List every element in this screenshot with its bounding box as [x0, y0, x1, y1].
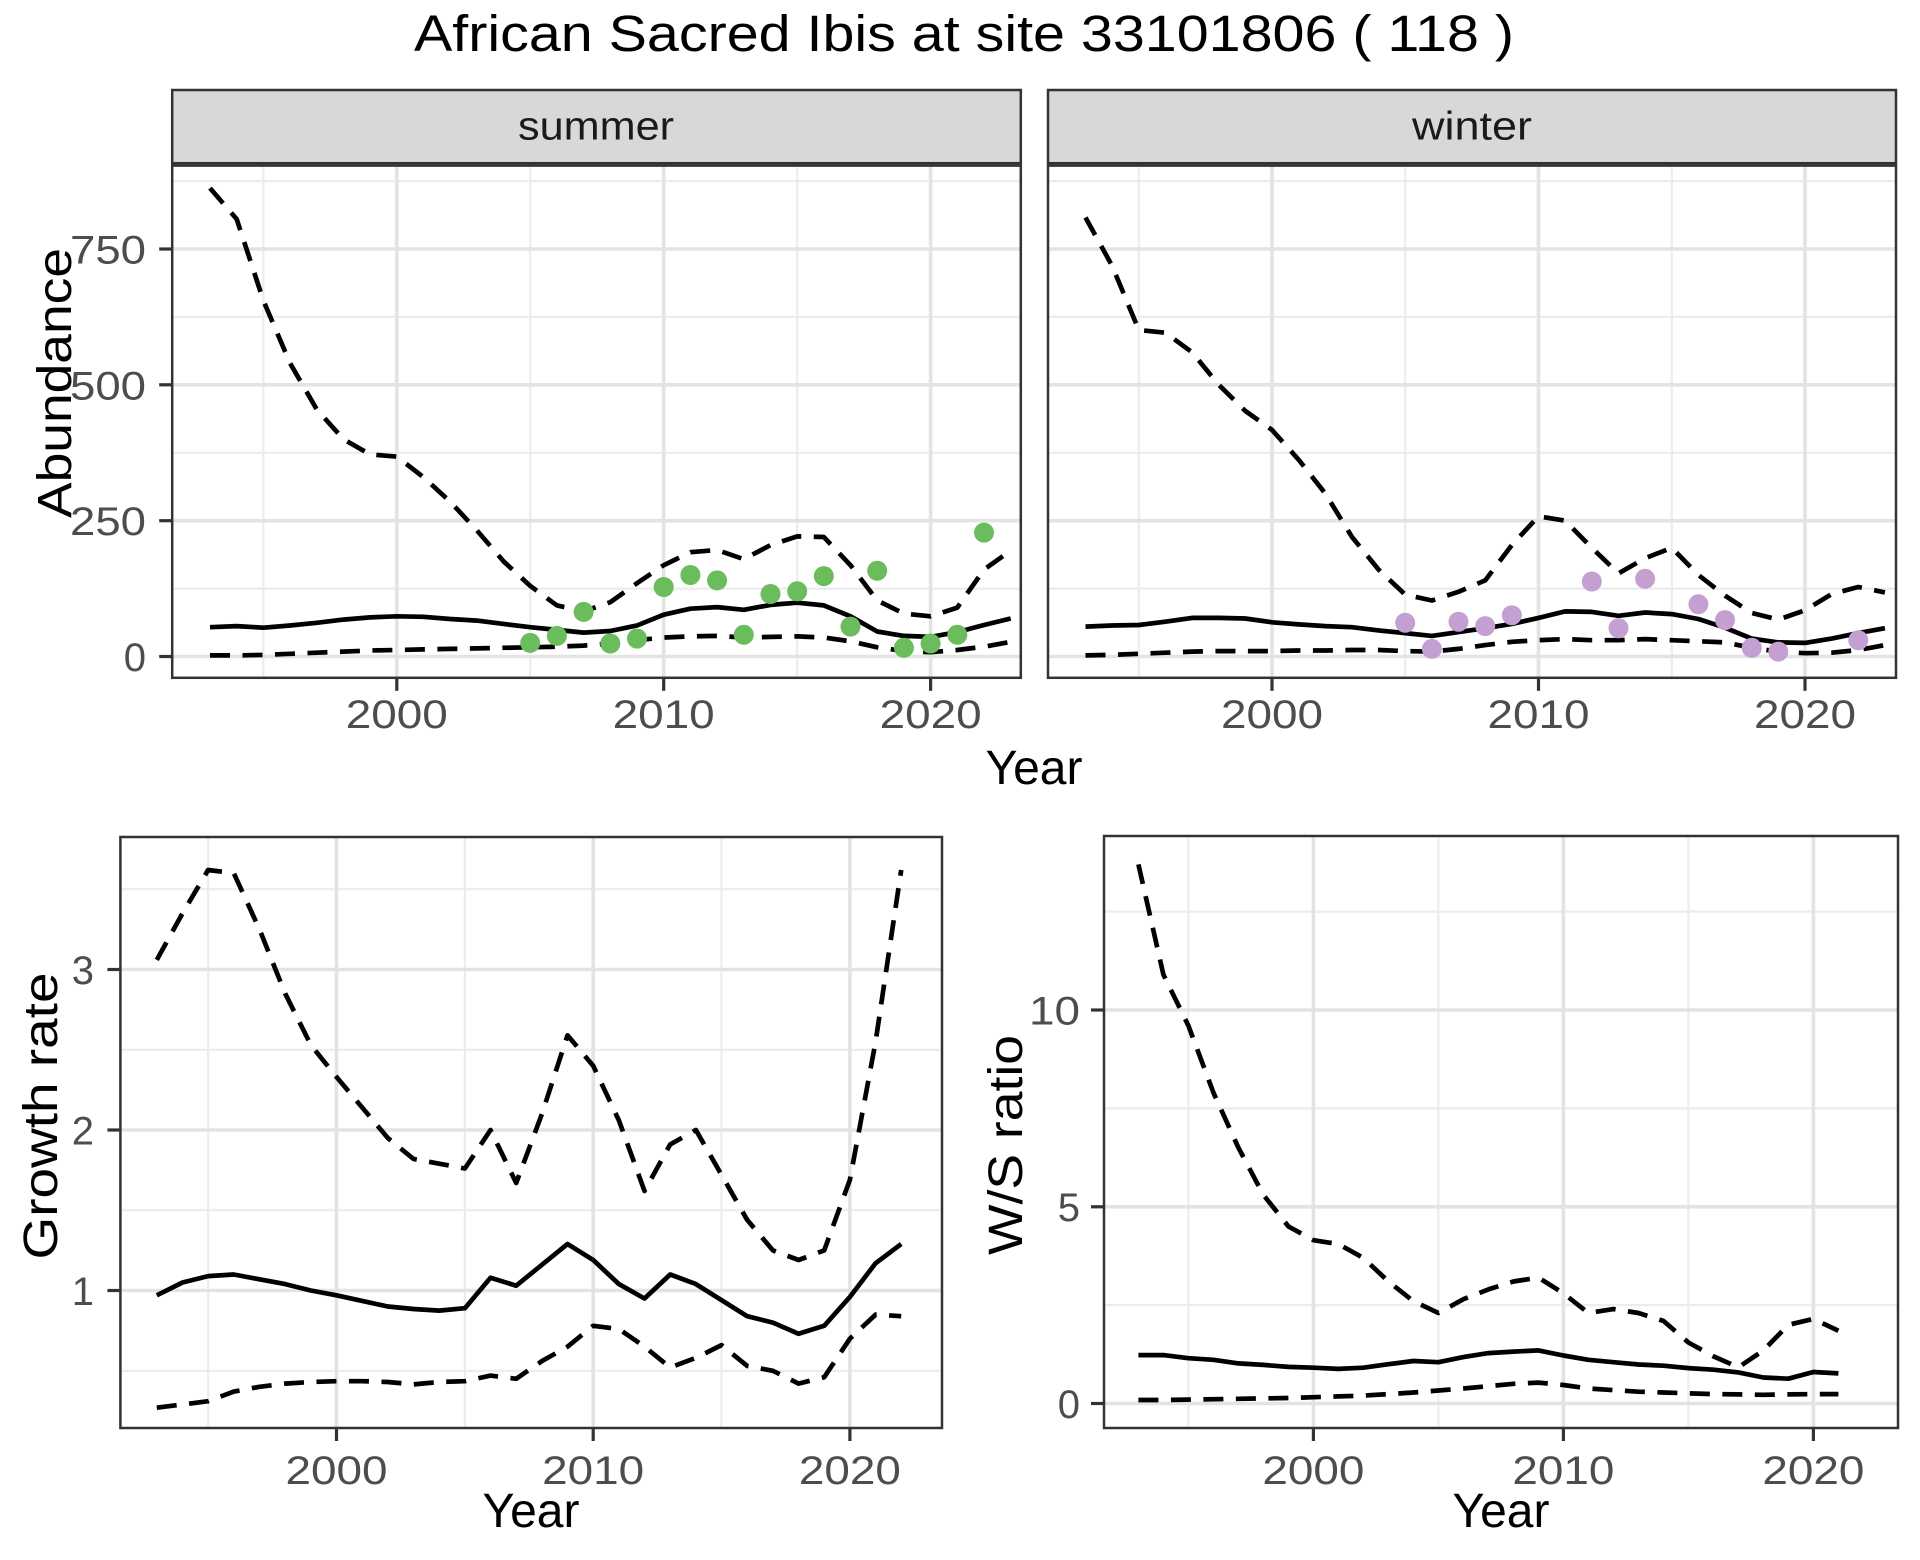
svg-text:3: 3	[72, 949, 94, 993]
svg-text:Year: Year	[483, 1485, 580, 1538]
svg-text:2010: 2010	[613, 693, 715, 737]
svg-text:2000: 2000	[1221, 693, 1323, 737]
svg-text:Abundance: Abundance	[29, 248, 82, 518]
svg-text:2000: 2000	[1262, 1449, 1364, 1493]
svg-text:1: 1	[72, 1270, 94, 1314]
svg-text:2010: 2010	[1488, 693, 1590, 737]
svg-text:African Sacred Ibis at site 33: African Sacred Ibis at site 33101806 ( 1…	[414, 5, 1514, 62]
svg-text:0: 0	[1058, 1383, 1080, 1427]
svg-text:summer: summer	[518, 105, 674, 149]
svg-text:2010: 2010	[1512, 1449, 1614, 1493]
svg-text:2020: 2020	[799, 1449, 901, 1493]
svg-text:Year: Year	[986, 742, 1083, 795]
svg-text:2020: 2020	[1762, 1449, 1864, 1493]
svg-text:Year: Year	[1453, 1485, 1550, 1538]
svg-text:2: 2	[72, 1110, 94, 1154]
svg-text:5: 5	[1058, 1186, 1080, 1230]
svg-text:2020: 2020	[1754, 693, 1856, 737]
svg-text:2010: 2010	[542, 1449, 644, 1493]
svg-text:W/S ratio: W/S ratio	[980, 1035, 1033, 1255]
svg-text:2000: 2000	[346, 693, 448, 737]
svg-text:10: 10	[1029, 990, 1080, 1034]
svg-text:250: 250	[70, 500, 146, 544]
svg-text:winter: winter	[1411, 105, 1532, 149]
svg-text:500: 500	[70, 364, 146, 408]
svg-text:2020: 2020	[880, 693, 982, 737]
svg-text:Growth rate: Growth rate	[15, 973, 68, 1260]
svg-text:2000: 2000	[286, 1449, 388, 1493]
svg-text:0: 0	[124, 636, 146, 680]
svg-text:750: 750	[70, 229, 146, 273]
